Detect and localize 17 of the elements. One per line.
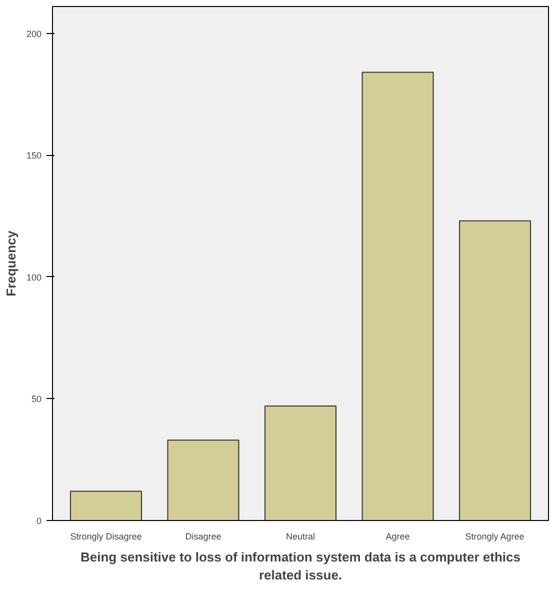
x-tick-label: Disagree bbox=[185, 532, 222, 542]
y-tick-label: 50 bbox=[31, 394, 42, 404]
bar bbox=[362, 72, 434, 520]
bar bbox=[167, 440, 240, 520]
bar bbox=[264, 406, 336, 520]
x-tick-label: Strongly Agree bbox=[465, 532, 524, 542]
x-tick-label: Strongly Disagree bbox=[70, 532, 142, 542]
bar bbox=[459, 220, 532, 520]
y-tick-label: 0 bbox=[36, 516, 42, 526]
x-axis-title: Being sensitive to loss of information system data is a computer ethics related issue. bbox=[80, 550, 520, 582]
y-tick-label: 100 bbox=[26, 272, 42, 282]
y-tick-label: 200 bbox=[26, 28, 42, 39]
bar bbox=[70, 490, 142, 520]
y-axis-title: Frequency bbox=[3, 230, 18, 296]
x-tick-label: Agree bbox=[386, 532, 410, 542]
y-tick-label: 150 bbox=[26, 150, 42, 161]
x-tick-label: Neutral bbox=[286, 532, 316, 542]
